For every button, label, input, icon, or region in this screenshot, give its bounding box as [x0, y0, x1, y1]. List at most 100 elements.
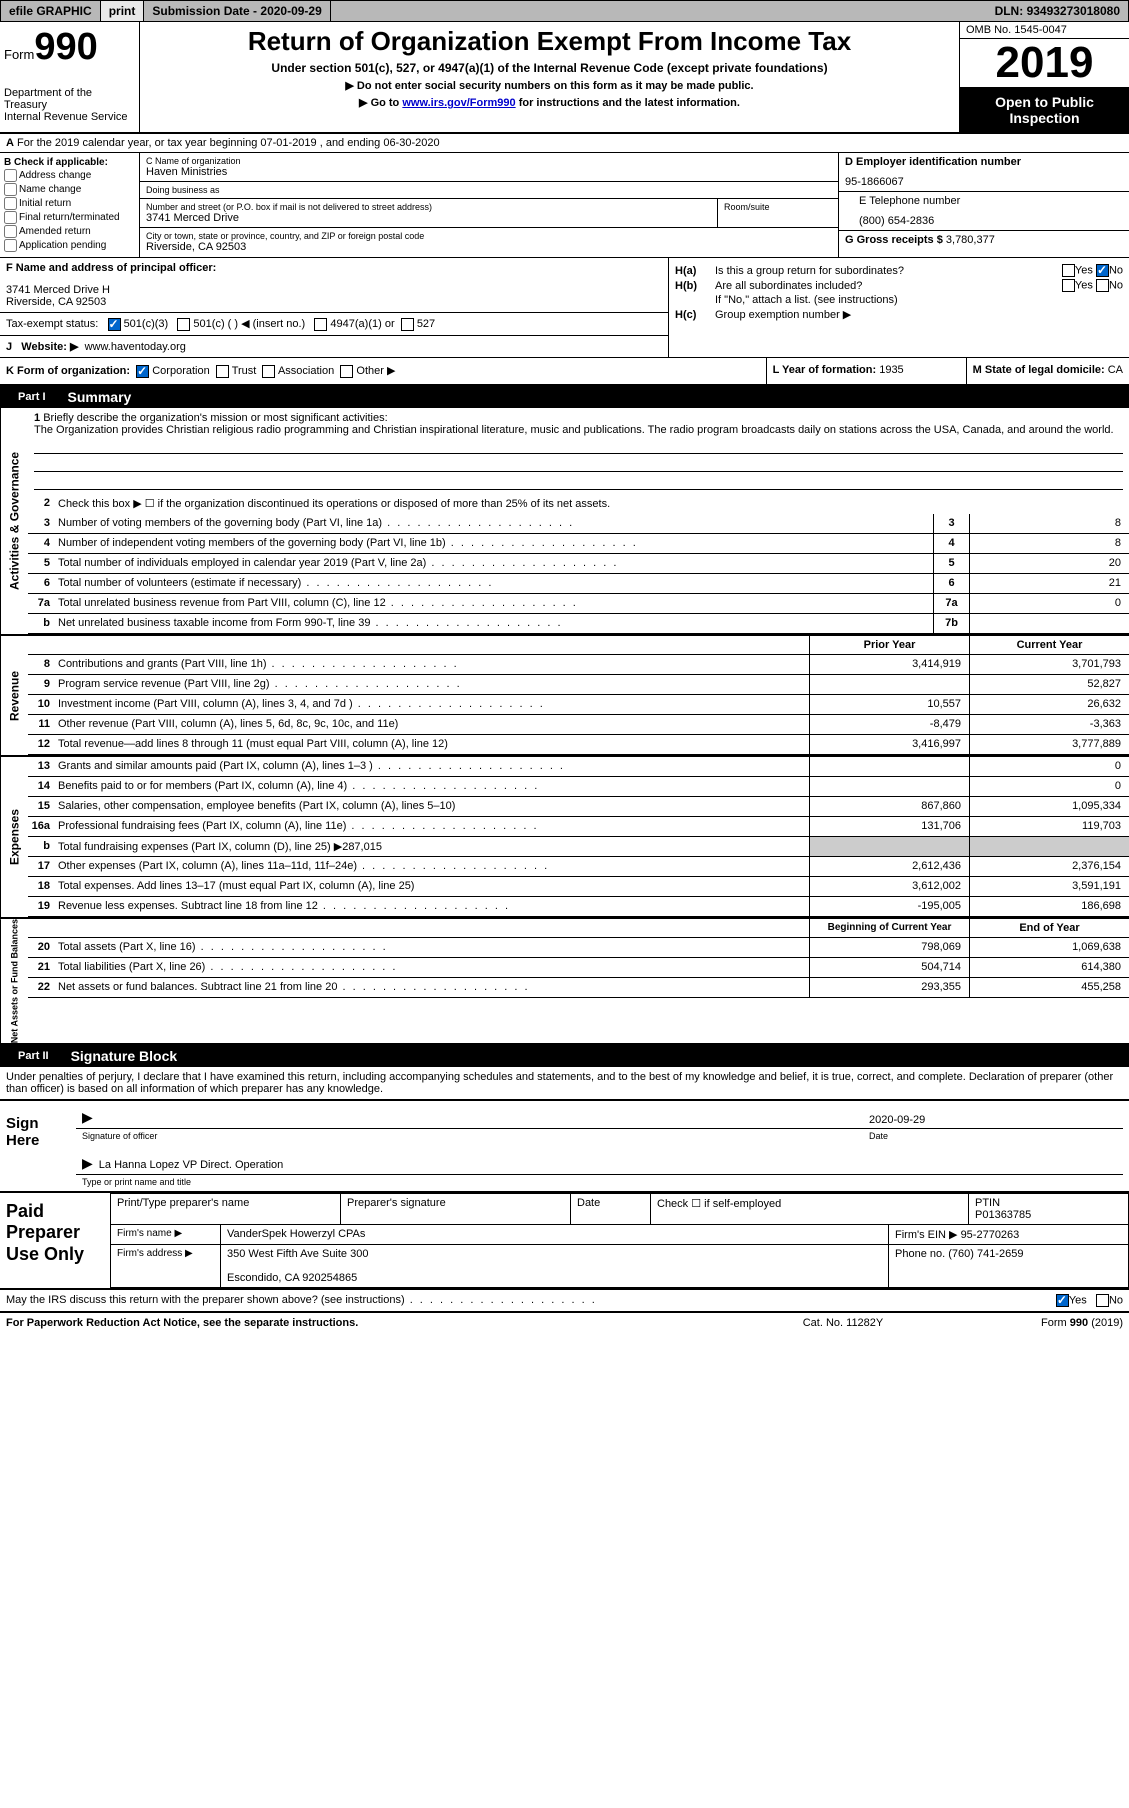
line10: 10Investment income (Part VIII, column (…: [28, 695, 1129, 715]
org-name-cell: C Name of organization Haven Ministries: [140, 153, 838, 182]
ptin: P01363785: [975, 1209, 1031, 1221]
sign-here-body: 2020-09-29 Signature of officer Date La …: [70, 1101, 1129, 1191]
line1-text: The Organization provides Christian reli…: [34, 424, 1114, 436]
firm-name-row: Firm's name ▶ VanderSpek Howerzyl CPAs F…: [110, 1225, 1129, 1245]
discuss-no[interactable]: [1096, 1294, 1109, 1307]
firm-address-row: Firm's address ▶ 350 West Fifth Ave Suit…: [110, 1245, 1129, 1288]
chk-corporation[interactable]: [136, 365, 149, 378]
form-number: Form990: [4, 26, 135, 69]
line1-block: 1 Briefly describe the organization's mi…: [28, 408, 1129, 494]
firm-phone-cell: Phone no. (760) 741-2659: [889, 1245, 1129, 1287]
header-middle: Return of Organization Exempt From Incom…: [140, 22, 959, 132]
chk-amended-return[interactable]: Amended return: [4, 225, 135, 238]
firm-address: 350 West Fifth Ave Suite 300 Escondido, …: [221, 1245, 889, 1287]
column-b-checkboxes: B Check if applicable: Address change Na…: [0, 153, 140, 257]
chk-association[interactable]: [262, 365, 275, 378]
ha-yes[interactable]: [1062, 264, 1075, 277]
tax-year: 2019: [960, 39, 1129, 88]
line13: 13Grants and similar amounts paid (Part …: [28, 757, 1129, 777]
footer-left: For Paperwork Reduction Act Notice, see …: [6, 1317, 743, 1329]
expenses-block: Expenses 13Grants and similar amounts pa…: [0, 757, 1129, 919]
submission-date: Submission Date - 2020-09-29: [144, 1, 330, 21]
chk-527[interactable]: [401, 318, 414, 331]
firm-addr-label: Firm's address ▶: [111, 1245, 221, 1287]
line9: 9Program service revenue (Part VIII, lin…: [28, 675, 1129, 695]
chk-name-change[interactable]: Name change: [4, 183, 135, 196]
chk-final-return[interactable]: Final return/terminated: [4, 211, 135, 224]
prep-check-cell: Check ☐ if self-employed: [651, 1194, 969, 1224]
omb-number: OMB No. 1545-0047: [960, 22, 1129, 39]
h-c-row: H(c) Group exemption number ▶: [675, 308, 1123, 321]
form-title: Return of Organization Exempt From Incom…: [144, 26, 955, 57]
line1-label: Briefly describe the organization's miss…: [43, 412, 387, 424]
blank-line-3: [34, 474, 1123, 490]
chk-501c3[interactable]: [108, 318, 121, 331]
hb-yesno: Yes No: [1062, 279, 1123, 292]
column-fg: F Name and address of principal officer:…: [0, 258, 669, 357]
lbl-501c3: 501(c)(3): [124, 318, 169, 330]
part2-header: Part II Signature Block: [0, 1045, 1129, 1067]
print-button[interactable]: print: [101, 1, 145, 21]
street-cell: Number and street (or P.O. box if mail i…: [140, 199, 718, 227]
chk-other[interactable]: [340, 365, 353, 378]
discuss-yes[interactable]: [1056, 1294, 1069, 1307]
footer-mid: Cat. No. 11282Y: [743, 1317, 943, 1329]
chk-initial-return[interactable]: Initial return: [4, 197, 135, 210]
side-revenue: Revenue: [0, 636, 28, 755]
line14: 14Benefits paid to or for members (Part …: [28, 777, 1129, 797]
lbl-527: 527: [417, 318, 435, 330]
signature-date: 2020-09-29: [863, 1112, 1123, 1128]
chk-4947[interactable]: [314, 318, 327, 331]
form-header: Form990 Department of the Treasury Inter…: [0, 22, 1129, 134]
ha-no[interactable]: [1096, 264, 1109, 277]
tel: (800) 654-2836: [859, 215, 1123, 227]
ha-yesno: Yes No: [1062, 264, 1123, 277]
name-title-line: La Hanna Lopez VP Direct. Operation: [76, 1151, 1123, 1175]
hb-text: Are all subordinates included?: [715, 280, 1062, 292]
note-ssn: Do not enter social security numbers on …: [144, 79, 955, 92]
firm-name: VanderSpek Howerzyl CPAs: [221, 1225, 889, 1244]
line12: 12Total revenue—add lines 8 through 11 (…: [28, 735, 1129, 755]
part2-num: Part II: [8, 1048, 59, 1064]
line21: 21Total liabilities (Part X, line 26)504…: [28, 958, 1129, 978]
k-org-form: K Form of organization: Corporation Trus…: [0, 358, 767, 384]
row-a-tax-year: A For the 2019 calendar year, or tax yea…: [0, 134, 1129, 153]
room-cell: Room/suite: [718, 199, 838, 227]
dba-cell: Doing business as: [140, 182, 838, 199]
chk-trust[interactable]: [216, 365, 229, 378]
chk-address-change[interactable]: Address change: [4, 169, 135, 182]
gross-cell: G Gross receipts $ 3,780,377: [839, 231, 1129, 249]
part1-num: Part I: [8, 389, 56, 405]
street: 3741 Merced Drive: [146, 212, 711, 224]
chk-application-pending[interactable]: Application pending: [4, 239, 135, 252]
city-label: City or town, state or province, country…: [146, 231, 832, 241]
prior-year-header: Prior Year: [809, 636, 969, 654]
lbl-other: Other ▶: [356, 365, 395, 377]
tel-cell: E Telephone number (800) 654-2836: [839, 192, 1129, 231]
hb-yes[interactable]: [1062, 279, 1075, 292]
end-year-header: End of Year: [969, 919, 1129, 937]
irs-link[interactable]: www.irs.gov/Form990: [402, 97, 515, 109]
sig-officer-label: Signature of officer: [76, 1131, 863, 1141]
line4: 4Number of independent voting members of…: [28, 534, 1129, 554]
b-header: B Check if applicable:: [4, 157, 108, 168]
city: Riverside, CA 92503: [146, 241, 832, 253]
hb-note: If "No," attach a list. (see instruction…: [675, 294, 1123, 306]
open-public: Open to Public Inspection: [960, 88, 1129, 132]
lbl-corporation: Corporation: [152, 365, 209, 377]
hb-no[interactable]: [1096, 279, 1109, 292]
chk-501c[interactable]: [177, 318, 190, 331]
discuss-text: May the IRS discuss this return with the…: [6, 1294, 1056, 1307]
dept-treasury: Department of the Treasury Internal Reve…: [4, 87, 135, 123]
website-row: J Website: ▶ www.haventoday.org: [0, 336, 668, 357]
ein-label: D Employer identification number: [845, 156, 1021, 168]
declaration: Under penalties of perjury, I declare th…: [0, 1067, 1129, 1101]
prior-current-header: Prior Year Current Year: [28, 636, 1129, 655]
begin-year-header: Beginning of Current Year: [809, 919, 969, 937]
principal-officer: F Name and address of principal officer:…: [0, 258, 668, 313]
efile-label: efile GRAPHIC: [1, 1, 101, 21]
gross-label: G Gross receipts $: [845, 234, 946, 246]
h-a-row: H(a) Is this a group return for subordin…: [675, 264, 1123, 277]
line3: 3Number of voting members of the governi…: [28, 514, 1129, 534]
note-link: Go to www.irs.gov/Form990 for instructio…: [144, 96, 955, 109]
